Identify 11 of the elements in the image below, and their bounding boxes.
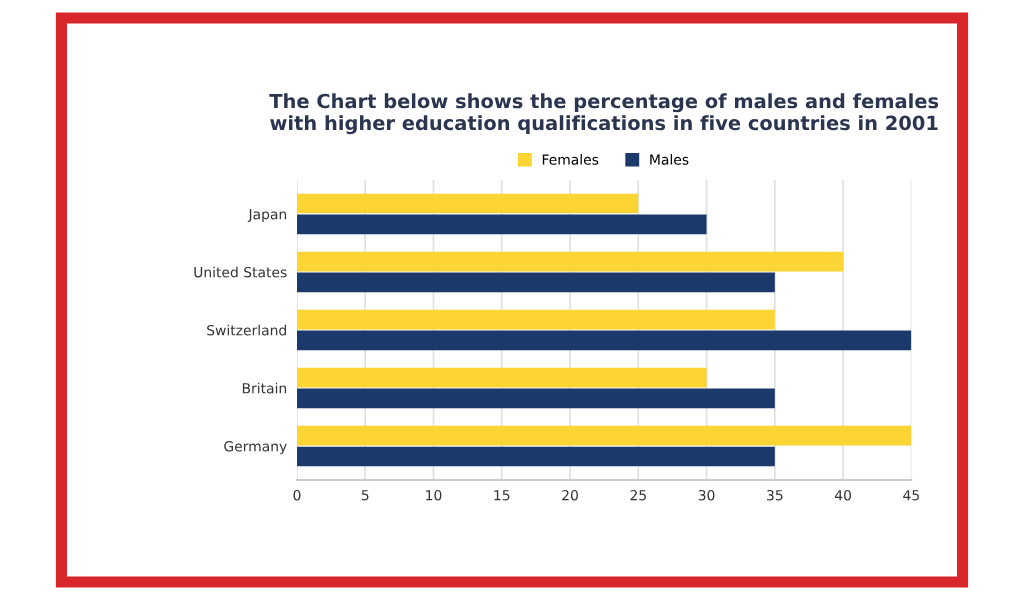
bar — [296, 309, 775, 330]
chart-title: The Chart below shows the percentage of males and females with higher education qualifications in five countries in 2001 — [269, 93, 939, 135]
bar — [296, 425, 912, 446]
bar — [296, 446, 775, 467]
bar — [296, 367, 707, 388]
bar — [296, 388, 775, 409]
bar — [296, 214, 707, 235]
bar — [296, 193, 639, 214]
bar — [296, 251, 844, 272]
bar — [296, 330, 912, 351]
bar — [296, 272, 775, 293]
